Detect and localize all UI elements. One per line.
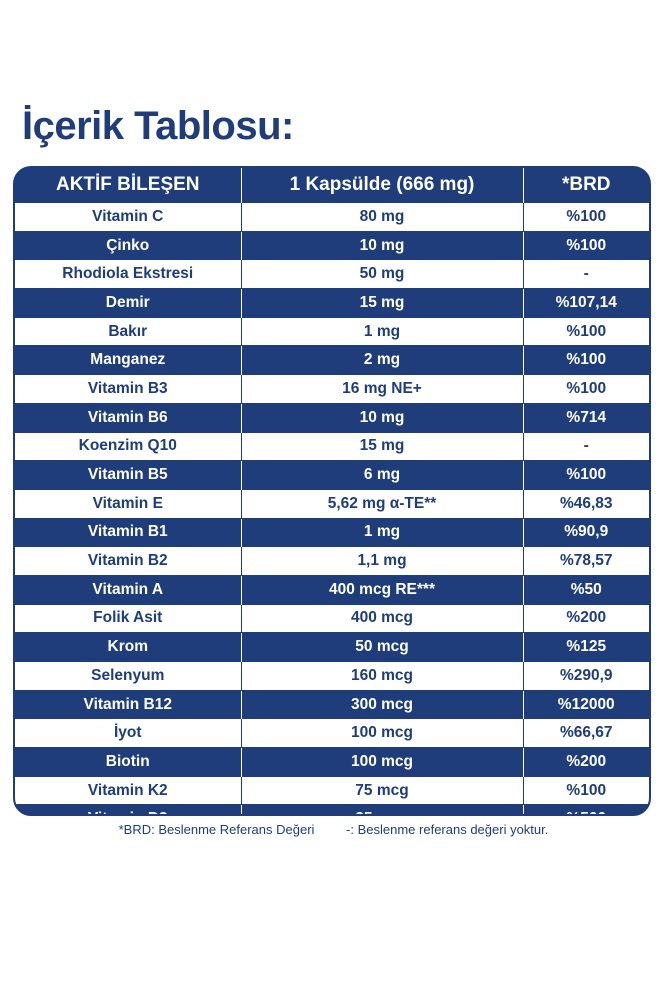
ingredient-brd: %200 — [522, 747, 649, 777]
ingredient-name: Folik Asit — [15, 603, 241, 633]
ingredient-name: Vitamin E — [15, 488, 241, 519]
table-row: Vitamin D325 mcg%500 — [15, 804, 649, 814]
footnote-dash: -: Beslenme referans değeri yoktur. — [346, 822, 549, 837]
ingredient-amount: 50 mcg — [240, 632, 523, 662]
table-header-row: AKTİF BİLEŞEN 1 Kapsülde (666 mg) *BRD — [15, 168, 649, 203]
ingredient-name: Bakır — [15, 316, 241, 346]
ingredient-name: Vitamin B6 — [15, 402, 241, 432]
header-per-capsule: 1 Kapsülde (666 mg) — [240, 168, 523, 203]
ingredient-name: Selenyum — [15, 661, 241, 691]
ingredient-brd: %100 — [522, 460, 649, 490]
table-row: Vitamin B2 1,1 mg %78,57 — [15, 546, 649, 576]
ingredient-brd: %100 — [522, 374, 649, 404]
ingredient-brd: %125 — [522, 632, 649, 662]
ingredient-amount: 80 mg — [240, 202, 523, 232]
footnotes: *BRD: Beslenme Referans Değeri -: Beslen… — [0, 822, 667, 837]
table-row: Koenzim Q10 15 mg - — [15, 431, 649, 461]
header-active-ingredient: AKTİF BİLEŞEN — [15, 168, 241, 203]
ingredient-brd: %290,9 — [522, 661, 649, 691]
ingredient-amount: 1,1 mg — [240, 546, 523, 576]
ingredient-amount: 160 mcg — [240, 661, 523, 691]
ingredient-amount: 15 mg — [240, 431, 523, 461]
ingredient-brd: %100 — [522, 775, 649, 805]
ingredient-brd: %12000 — [522, 689, 649, 719]
table-row: Folik Asit 400 mcg %200 — [15, 603, 649, 633]
table-row: Biotin 100 mcg %200 — [15, 747, 649, 777]
ingredient-name: Vitamin A — [15, 574, 241, 605]
ingredient-amount: 300 mcg — [240, 689, 523, 719]
ingredient-brd: %100 — [522, 345, 649, 375]
header-brd: *BRD — [522, 168, 649, 203]
table-row: Selenyum 160 mcg %290,9 — [15, 661, 649, 691]
ingredient-brd: %100 — [522, 230, 649, 260]
ingredient-brd: %714 — [522, 402, 649, 432]
ingredient-brd: %78,57 — [522, 546, 649, 576]
ingredient-name: Biotin — [15, 747, 241, 777]
table-row: Rhodiola Ekstresi 50 mg - — [15, 259, 649, 289]
ingredient-name: Vitamin B2 — [15, 546, 241, 576]
ingredient-brd: %107,14 — [522, 288, 649, 318]
ingredient-brd: %66,67 — [522, 718, 649, 748]
ingredient-amount: 6 mg — [240, 460, 523, 490]
ingredient-amount: 2 mg — [240, 345, 523, 375]
table-row: Vitamin C 80 mg %100 — [15, 202, 649, 232]
ingredient-amount: 1 mg — [240, 517, 523, 547]
ingredient-amount: 100 mcg — [240, 747, 523, 777]
ingredient-name: Vitamin B3 — [15, 374, 241, 404]
table-row: Bakır 1 mg %100 — [15, 316, 649, 346]
ingredient-name: Rhodiola Ekstresi — [15, 259, 241, 289]
table-row: İyot 100 mcg %66,67 — [15, 718, 649, 748]
table-row: Krom 50 mcg %125 — [15, 632, 649, 662]
table-row: Manganez 2 mg %100 — [15, 345, 649, 375]
ingredient-amount: 1 mg — [240, 316, 523, 346]
ingredient-name: Manganez — [15, 345, 241, 375]
ingredient-name: Vitamin D3 — [15, 804, 241, 814]
ingredient-amount: 10 mg — [240, 230, 523, 260]
ingredient-brd: %90,9 — [522, 517, 649, 547]
ingredient-amount: 400 mcg — [240, 603, 523, 633]
ingredient-brd: %46,83 — [522, 488, 649, 519]
ingredient-brd: %50 — [522, 574, 649, 605]
ingredient-brd: - — [522, 431, 649, 461]
ingredient-amount: 75 mcg — [240, 775, 523, 805]
table-body: Vitamin C 80 mg %100 Çinko 10 mg %100 Rhodiola… — [15, 202, 649, 814]
ingredient-amount: 50 mg — [240, 259, 523, 289]
table-row: Vitamin B12 300 mcg %12000 — [15, 689, 649, 719]
ingredient-brd: - — [522, 259, 649, 289]
table-row: Vitamin B3 16 mg NE+ %100 — [15, 374, 649, 404]
ingredient-name: Krom — [15, 632, 241, 662]
ingredient-table: AKTİF BİLEŞEN 1 Kapsülde (666 mg) *BRD V… — [13, 166, 651, 816]
ingredient-name: İyot — [15, 718, 241, 748]
page-title: İçerik Tablosu: — [22, 104, 294, 148]
table-row: Vitamin B5 6 mg %100 — [15, 460, 649, 490]
table-row: Vitamin B1 1 mg %90,9 — [15, 517, 649, 547]
ingredient-amount: 15 mg — [240, 288, 523, 318]
ingredient-amount: 100 mcg — [240, 718, 523, 748]
footnote-brd: *BRD: Beslenme Referans Değeri — [118, 822, 315, 837]
table-row: Vitamin B6 10 mg %714 — [15, 402, 649, 432]
ingredient-amount: 5,62 mg α-TE** — [240, 488, 523, 519]
ingredient-amount: 25 mcg — [240, 804, 523, 814]
table-row: Çinko 10 mg %100 — [15, 230, 649, 260]
ingredient-name: Koenzim Q10 — [15, 431, 241, 461]
ingredient-brd: %100 — [522, 316, 649, 346]
ingredient-amount: 400 mcg RE*** — [240, 574, 523, 605]
ingredient-brd: %500 — [522, 804, 649, 814]
table-row: Vitamin E 5,62 mg α-TE** %46,83 — [15, 488, 649, 519]
ingredient-brd: %100 — [522, 202, 649, 232]
ingredient-amount: 16 mg NE+ — [240, 374, 523, 404]
ingredient-name: Vitamin B5 — [15, 460, 241, 490]
table-row: Demir 15 mg %107,14 — [15, 288, 649, 318]
ingredient-amount: 10 mg — [240, 402, 523, 432]
table-row: Vitamin K2 75 mcg %100 — [15, 775, 649, 805]
ingredient-name: Çinko — [15, 230, 241, 260]
ingredient-name: Vitamin B1 — [15, 517, 241, 547]
ingredient-name: Vitamin B12 — [15, 689, 241, 719]
ingredient-name: Demir — [15, 288, 241, 318]
ingredient-name: Vitamin C — [15, 202, 241, 232]
ingredient-brd: %200 — [522, 603, 649, 633]
ingredient-name: Vitamin K2 — [15, 775, 241, 805]
table-row: Vitamin A 400 mcg RE*** %50 — [15, 574, 649, 605]
